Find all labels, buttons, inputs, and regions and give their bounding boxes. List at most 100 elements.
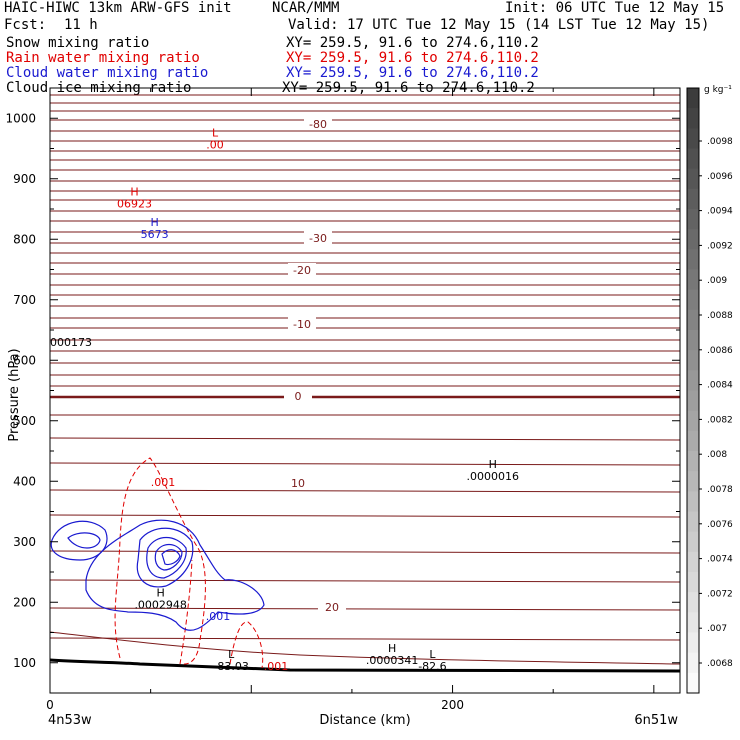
isotherm-line bbox=[49, 607, 681, 611]
y-tick-label: 300 bbox=[13, 535, 36, 549]
y-tick-label: 500 bbox=[13, 414, 36, 428]
colorbar-unit: g kg⁻¹ bbox=[704, 85, 732, 95]
isotherm-label-bg bbox=[284, 389, 312, 402]
isotherm-label: 0 bbox=[295, 390, 302, 403]
isotherm-line bbox=[49, 514, 681, 518]
colorbar-cell bbox=[687, 672, 699, 694]
extremum-value: 5673 bbox=[141, 228, 169, 241]
colorbar-cell bbox=[687, 350, 699, 371]
y-tick-label: 800 bbox=[13, 232, 36, 246]
cloud-contour-core3 bbox=[154, 543, 183, 571]
colorbar: g kg⁻¹ .0098 .0096 .0094 .0092 .009 .0088 .0086… bbox=[686, 85, 733, 694]
y-tick-label: 700 bbox=[13, 293, 36, 307]
colorbar-label: .0098 bbox=[707, 137, 733, 147]
colorbar-cell bbox=[687, 551, 699, 573]
cloud-contour-inner bbox=[67, 532, 101, 549]
extremum-marker: H bbox=[489, 458, 497, 471]
colorbar-label: .0092 bbox=[707, 241, 733, 251]
colorbar-cell bbox=[687, 390, 699, 412]
extremum-value: .00 bbox=[206, 138, 224, 151]
colorbar-label: .0068 bbox=[707, 659, 733, 669]
colorbar-cell bbox=[687, 168, 699, 190]
colorbar-cell bbox=[687, 289, 699, 311]
colorbar-cell bbox=[687, 471, 699, 492]
colorbar-cell bbox=[687, 148, 699, 170]
colorbar-label: .0082 bbox=[707, 415, 733, 425]
colorbar-label: .0094 bbox=[707, 207, 733, 217]
colorbar-cell bbox=[687, 572, 699, 593]
y-tick-label: 200 bbox=[13, 595, 36, 609]
colorbar-cell bbox=[687, 269, 699, 291]
colorbar-cell bbox=[687, 491, 699, 512]
x-axis-label: Distance (km) bbox=[319, 713, 410, 728]
colorbar-cell bbox=[687, 249, 699, 270]
colorbar-cell bbox=[687, 309, 699, 331]
colorbar-cell bbox=[687, 511, 699, 533]
rain-contour-label: .001 bbox=[151, 476, 176, 489]
edge-value-label: 000173 bbox=[50, 336, 92, 349]
isotherm-label: -20 bbox=[293, 264, 311, 277]
colorbar-cell bbox=[687, 430, 699, 452]
isotherm-line bbox=[49, 631, 681, 665]
isotherm-line bbox=[49, 489, 681, 493]
colorbar-cell bbox=[687, 451, 699, 472]
annotations: L-83.03L-82.6H.0000341H.0002948H.0000016… bbox=[50, 126, 519, 673]
y-tick-label: 600 bbox=[13, 353, 36, 367]
cloud-contour-core4 bbox=[161, 549, 181, 566]
extremum-value: -82.6 bbox=[418, 660, 446, 673]
extremum-value: .0000341 bbox=[366, 654, 419, 667]
cloud-contour-main bbox=[85, 519, 265, 631]
isotherm-line bbox=[49, 637, 681, 641]
extremum-marker: L bbox=[429, 648, 436, 661]
cloud-contour-core2 bbox=[146, 536, 187, 579]
y-tick-label: 1000 bbox=[5, 111, 36, 125]
extremum-value: .0002948 bbox=[134, 598, 187, 611]
extremum-value: .0000016 bbox=[467, 470, 520, 483]
field-cloudwater-label: Cloud water mixing ratio bbox=[6, 65, 209, 81]
model-title: HAIC-HIWC 13km ARW-GFS init bbox=[4, 0, 232, 16]
isotherm-label: -30 bbox=[309, 232, 327, 245]
colorbar-cell bbox=[687, 531, 699, 553]
rain-contour-label: .001 bbox=[264, 660, 289, 673]
extremum-marker: H bbox=[130, 186, 138, 199]
extremum-marker: L bbox=[228, 648, 235, 661]
isotherm-label: 20 bbox=[325, 601, 339, 614]
colorbar-cell bbox=[687, 229, 699, 250]
forecast-label: Fcst: bbox=[4, 17, 47, 33]
forecast-hours: 11 h bbox=[64, 17, 98, 33]
isotherm-label-bg bbox=[288, 263, 316, 276]
isotherm-line bbox=[49, 579, 681, 583]
isotherm-label-bg bbox=[304, 231, 332, 244]
y-axis-label: Pressure (hPa) bbox=[7, 348, 22, 441]
x-end-label: 6n51w bbox=[634, 713, 678, 728]
colorbar-frame bbox=[686, 87, 700, 694]
isotherm-label: -10 bbox=[293, 318, 311, 331]
cloud-contour-core1 bbox=[136, 527, 194, 588]
isotherm-line bbox=[49, 462, 681, 466]
org-label: NCAR/MMM bbox=[272, 0, 340, 16]
init-time: Init: 06 UTC Tue 12 May 15 bbox=[505, 0, 725, 16]
valid-time: Valid: 17 UTC Tue 12 May 15 (14 LST Tue … bbox=[288, 17, 710, 33]
colorbar-cell bbox=[687, 188, 699, 210]
isotherm-line bbox=[49, 550, 681, 554]
colorbar-label: .0078 bbox=[707, 485, 733, 495]
cloud-contour-outer bbox=[50, 520, 108, 561]
terrain-line bbox=[49, 658, 681, 673]
colorbar-label: .0072 bbox=[707, 589, 733, 599]
field-snow-label: Snow mixing ratio bbox=[6, 35, 150, 51]
colorbar-label: .0074 bbox=[707, 555, 733, 565]
colorbar-cell bbox=[687, 410, 699, 432]
colorbar-label: .007 bbox=[707, 624, 727, 634]
colorbar-label: .008 bbox=[707, 450, 727, 460]
field-rain-label: Rain water mixing ratio bbox=[6, 50, 200, 66]
isotherm-label: 10 bbox=[291, 477, 305, 490]
extremum-marker: H bbox=[388, 642, 396, 655]
extremum-marker: H bbox=[157, 586, 165, 599]
colorbar-cell bbox=[687, 209, 699, 230]
colorbar-label: .0076 bbox=[707, 520, 733, 530]
extremum-value: 06923 bbox=[117, 198, 152, 211]
x-tick-label: 200 bbox=[441, 698, 464, 712]
isotherm-label-bg bbox=[288, 317, 316, 330]
